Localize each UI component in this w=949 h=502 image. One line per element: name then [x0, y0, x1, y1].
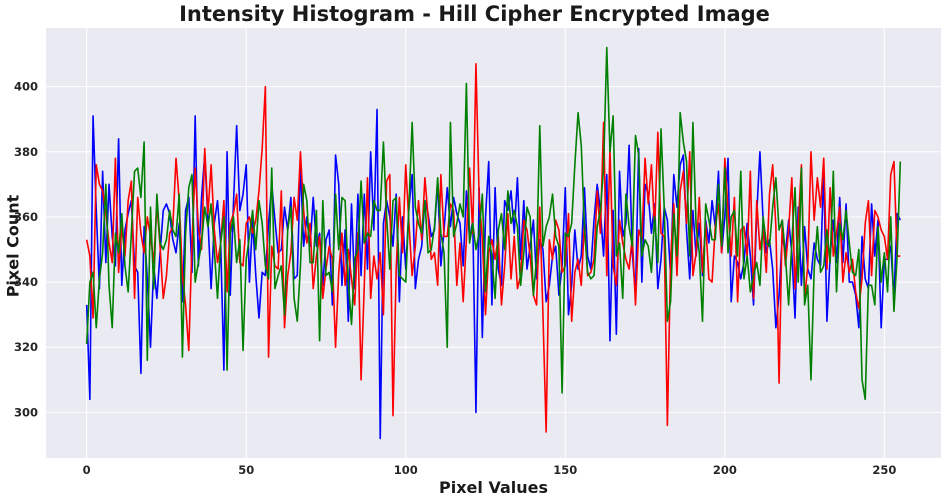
x-tick-label: 0	[83, 463, 91, 477]
y-tick-label: 340	[14, 275, 38, 289]
x-ticks: 0 50 100 150 200 250	[83, 463, 897, 477]
x-tick-label: 200	[713, 463, 737, 477]
series-lines	[85, 46, 902, 440]
y-tick-label: 380	[14, 145, 38, 159]
y-tick-label: 360	[14, 210, 38, 224]
chart-title: Intensity Histogram - Hill Cipher Encryp…	[179, 2, 770, 26]
series-line-1	[85, 63, 901, 433]
y-tick-label: 300	[14, 405, 38, 419]
series-line-2	[85, 46, 902, 401]
x-tick-label: 100	[394, 463, 418, 477]
y-tick-label: 320	[14, 340, 38, 354]
y-ticks: 300 320 340 360 380 400	[14, 80, 38, 420]
x-tick-label: 50	[238, 463, 254, 477]
x-tick-label: 250	[872, 463, 896, 477]
y-tick-label: 400	[14, 80, 38, 94]
x-tick-label: 150	[553, 463, 577, 477]
x-axis-label: Pixel Values	[439, 478, 548, 497]
